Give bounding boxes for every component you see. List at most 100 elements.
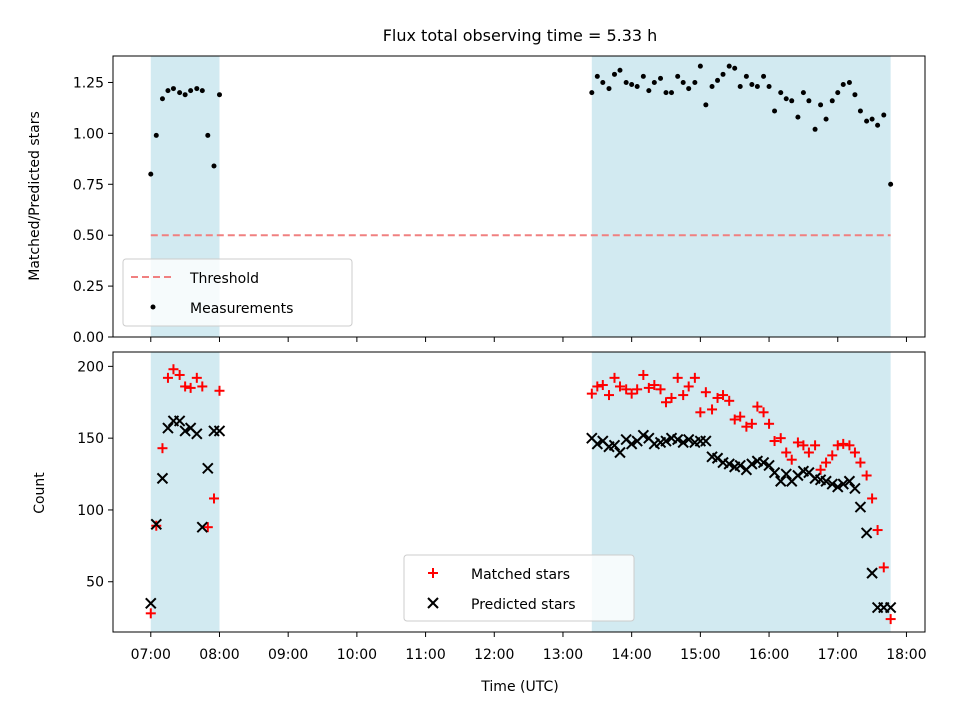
matched-star-point <box>162 372 173 383</box>
bottom-y-ticks: 50 100 150 200 <box>77 359 113 591</box>
shaded-interval-1 <box>591 56 891 337</box>
predicted-star-point <box>775 475 787 487</box>
predicted-star-point <box>196 521 209 533</box>
matched-star-point <box>672 372 683 383</box>
measurement-point <box>864 118 870 124</box>
matched-star-point <box>821 457 832 468</box>
bottom-legend-box <box>403 554 635 622</box>
measurement-point <box>182 92 188 98</box>
predicted-star-point <box>837 478 849 490</box>
matched-star-point <box>798 440 809 451</box>
matched-star-point <box>775 433 786 444</box>
matched-star-point <box>151 520 162 531</box>
predicted-star-point <box>832 481 844 493</box>
matched-star-point <box>769 436 780 447</box>
measurement-point <box>153 132 159 138</box>
predicted-star-point <box>191 428 203 440</box>
matched-star-point <box>792 437 803 448</box>
predicted-star-point <box>849 482 861 495</box>
measurement-point <box>766 84 772 90</box>
measurement-point <box>835 90 841 96</box>
measurement-point <box>869 116 875 122</box>
matched-star-point <box>855 457 866 468</box>
bottom-xtick-label: 15:00 <box>680 647 720 663</box>
measurement-point <box>749 82 755 88</box>
measurement-point <box>669 90 675 96</box>
matched-stars-points <box>145 364 896 625</box>
shaded-interval-0 <box>150 352 220 632</box>
matched-star-point <box>643 382 654 393</box>
matched-star-point <box>867 493 878 504</box>
matched-star-point <box>603 390 614 401</box>
bottom-ytick-label: 200 <box>77 359 104 375</box>
measurement-point <box>789 98 795 104</box>
measurement-point <box>761 73 767 79</box>
measurement-point <box>177 90 183 96</box>
measurement-point <box>829 98 835 104</box>
legend-measurements-swatch <box>150 304 156 310</box>
measurement-point <box>795 114 801 120</box>
top-ytick-label: 1.00 <box>73 126 104 142</box>
matched-star-point <box>735 411 746 422</box>
matched-star-point <box>878 562 889 573</box>
measurement-point <box>675 73 681 79</box>
bottom-xtick-label: 07:00 <box>131 647 171 663</box>
measurement-point <box>594 73 600 79</box>
predicted-star-point <box>213 425 226 437</box>
matched-star-point <box>191 372 202 383</box>
top-ytick-label: 0.25 <box>73 279 104 295</box>
predicted-star-point <box>820 475 832 487</box>
measurement-point <box>806 98 812 104</box>
predicted-star-point <box>637 429 650 441</box>
measurement-point <box>875 122 881 128</box>
measurement-point <box>778 90 784 96</box>
matched-star-point <box>157 443 168 454</box>
predicted-star-point <box>671 433 684 446</box>
measurements-points <box>148 63 894 187</box>
measurement-point <box>606 86 612 92</box>
measurement-point <box>680 79 686 85</box>
matched-star-point <box>208 493 219 504</box>
predicted-star-point <box>591 438 604 450</box>
measurement-point <box>629 82 635 88</box>
measurement-point <box>692 79 698 85</box>
measurement-point <box>658 75 664 81</box>
predicted-star-point <box>156 472 169 485</box>
measurement-point <box>617 67 623 73</box>
top-y-axis-label: Matched/Predicted stars <box>27 111 43 281</box>
measurement-point <box>188 88 194 94</box>
measurement-point <box>640 73 646 79</box>
top-y-ticks: 0.00 0.25 0.50 0.75 1.00 1.25 <box>73 75 113 346</box>
predicted-star-point <box>608 439 621 452</box>
bottom-xtick-label: 13:00 <box>543 647 583 663</box>
legend-matched-swatch <box>428 568 438 578</box>
bottom-xtick-label: 18:00 <box>886 647 926 663</box>
predicted-star-point <box>202 462 214 475</box>
matched-star-point <box>626 388 637 399</box>
bottom-ytick-label: 100 <box>77 503 104 519</box>
matched-star-point <box>838 438 849 449</box>
bottom-xtick-label: 10:00 <box>337 647 377 663</box>
top-shaded-intervals <box>150 56 891 337</box>
matched-star-point <box>592 381 603 392</box>
measurement-point <box>732 65 738 71</box>
measurement-point <box>216 92 222 98</box>
bottom-xtick-label: 14:00 <box>611 647 651 663</box>
matched-star-point <box>786 454 797 465</box>
matched-star-point <box>174 369 185 380</box>
measurement-point <box>589 90 595 96</box>
measurement-point <box>818 102 824 108</box>
matched-star-point <box>718 390 729 401</box>
bottom-x-ticks: 07:00 08:00 09:00 10:00 11:00 12:00 13:00 14:00… <box>131 632 927 663</box>
predicted-star-point <box>660 435 672 447</box>
matched-star-point <box>815 464 826 475</box>
predicted-star-point <box>854 501 867 513</box>
matched-star-point <box>683 381 694 392</box>
matched-star-point <box>197 381 208 392</box>
measurement-point <box>783 96 789 102</box>
bottom-legend: Matched stars Predicted stars <box>403 554 635 622</box>
matched-star-point <box>695 407 706 418</box>
matched-star-point <box>781 447 792 458</box>
measurement-point <box>600 79 606 85</box>
